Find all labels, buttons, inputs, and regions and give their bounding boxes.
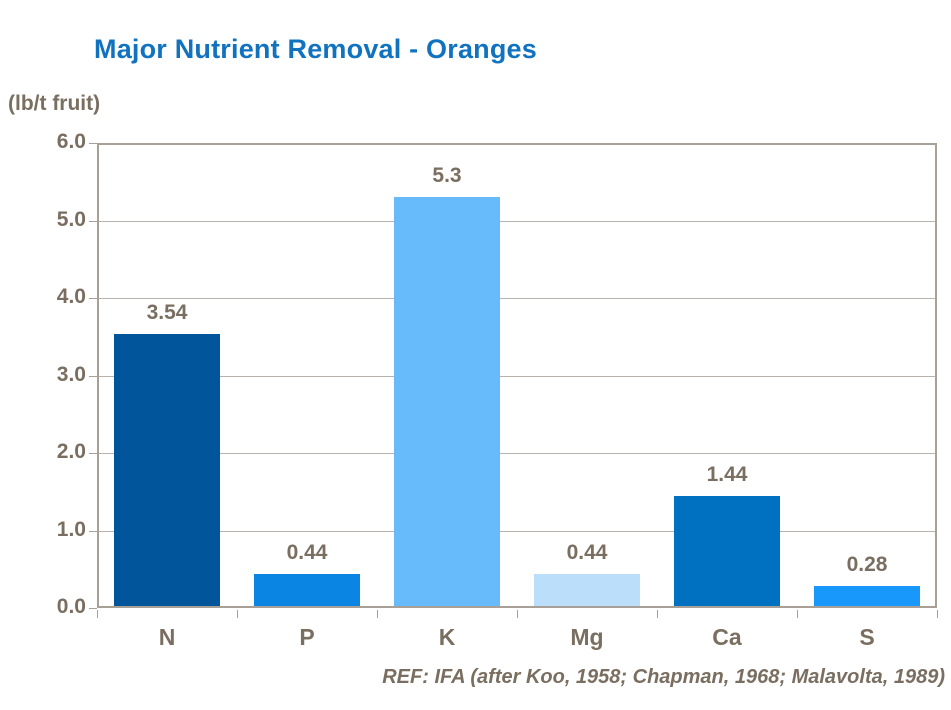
reference-note: REF: IFA (after Koo, 1958; Chapman, 1968… xyxy=(382,666,945,688)
y-tick-label: 4.0 xyxy=(56,285,86,308)
y-tick-mark xyxy=(89,143,97,144)
y-tick-label: 6.0 xyxy=(56,130,86,153)
bar-value-label-Ca: 1.44 xyxy=(706,463,748,486)
y-tick-mark xyxy=(89,376,97,377)
plot-area xyxy=(97,143,937,608)
bar-Mg xyxy=(534,574,640,606)
y-tick-mark xyxy=(89,298,97,299)
x-category-label-S: S xyxy=(859,624,875,650)
x-category-label-K: K xyxy=(438,624,456,650)
bar-Ca xyxy=(674,496,780,606)
x-tick-mark xyxy=(937,610,938,618)
y-axis-unit-label: (lb/t fruit) xyxy=(8,92,101,115)
bar-P xyxy=(254,574,360,606)
y-tick-label: 0.0 xyxy=(56,595,86,618)
y-tick-label: 1.0 xyxy=(56,518,86,541)
bar-S xyxy=(814,586,920,606)
bar-value-label-N: 3.54 xyxy=(146,301,188,324)
x-category-label-Mg: Mg xyxy=(570,624,604,650)
y-tick-label: 2.0 xyxy=(56,440,86,463)
gridline xyxy=(99,298,935,299)
bar-K xyxy=(394,197,500,606)
x-category-label-P: P xyxy=(299,624,315,650)
gridline xyxy=(99,376,935,377)
x-category-label-N: N xyxy=(158,624,176,650)
gridline xyxy=(99,221,935,222)
x-tick-mark xyxy=(377,610,378,618)
x-tick-mark xyxy=(657,610,658,618)
y-tick-mark xyxy=(89,531,97,532)
y-tick-label: 5.0 xyxy=(56,208,86,231)
x-tick-mark xyxy=(97,610,98,618)
x-category-label-Ca: Ca xyxy=(712,624,742,650)
y-tick-mark xyxy=(89,453,97,454)
chart-title: Major Nutrient Removal - Oranges xyxy=(94,34,537,64)
gridline xyxy=(99,531,935,532)
y-tick-mark xyxy=(89,608,97,609)
y-tick-label: 3.0 xyxy=(56,363,86,386)
x-tick-mark xyxy=(237,610,238,618)
bar-value-label-Mg: 0.44 xyxy=(566,541,608,564)
bar-value-label-S: 0.28 xyxy=(846,553,888,576)
bar-value-label-K: 5.3 xyxy=(432,164,462,187)
bar-value-label-P: 0.44 xyxy=(286,541,328,564)
x-tick-mark xyxy=(797,610,798,618)
x-tick-mark xyxy=(517,610,518,618)
bar-N xyxy=(114,334,220,606)
gridline xyxy=(99,453,935,454)
y-tick-mark xyxy=(89,221,97,222)
